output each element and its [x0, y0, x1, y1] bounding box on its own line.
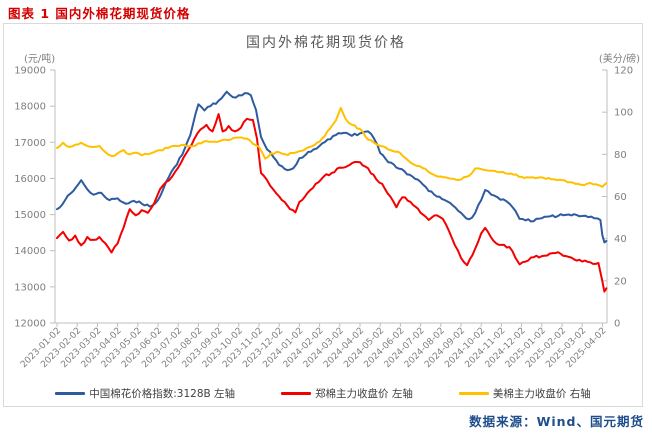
svg-text:15000: 15000	[14, 210, 46, 221]
svg-text:100: 100	[614, 108, 633, 119]
svg-text:16000: 16000	[14, 174, 46, 185]
right-axis-unit: (美分/磅)	[598, 54, 640, 65]
svg-text:20: 20	[614, 276, 627, 287]
legend-label-1: 郑棉主力收盘价 左轴	[315, 388, 413, 400]
svg-text:0: 0	[614, 319, 620, 330]
svg-text:13000: 13000	[14, 282, 46, 293]
left-axis-unit: (元/吨)	[24, 54, 56, 65]
svg-text:120: 120	[614, 66, 633, 77]
legend-label-2: 美棉主力收盘价 右轴	[492, 388, 591, 400]
chart-panel	[3, 23, 643, 407]
legend-item-2: 美棉主力收盘价 右轴	[458, 386, 591, 401]
chart-title: 国内外棉花期现货价格	[246, 35, 406, 51]
chart-legend: 中国棉花价格指数:3128B 左轴 郑棉主力收盘价 左轴 美棉主力收盘价 右轴	[3, 386, 643, 401]
legend-swatch-2	[458, 392, 489, 395]
svg-text:40: 40	[614, 234, 627, 245]
svg-text:19000: 19000	[14, 66, 46, 77]
svg-text:17000: 17000	[14, 138, 46, 149]
legend-swatch-0	[55, 392, 86, 395]
left-axis-ticks: 19000 18000 17000 16000 15000 14000 13000 12000	[14, 66, 55, 330]
right-axis-ticks: 120 100 80 60 40 20 0	[602, 66, 633, 330]
series-line-2	[56, 106, 608, 188]
svg-text:12000: 12000	[14, 319, 46, 330]
legend-item-0: 中国棉花价格指数:3128B 左轴	[55, 386, 235, 401]
data-source: 数据来源：Wind、国元期货	[469, 414, 644, 429]
series-line-1	[56, 113, 608, 293]
svg-text:14000: 14000	[14, 246, 46, 257]
axes	[54, 70, 608, 324]
svg-text:18000: 18000	[14, 102, 46, 113]
series-line-0	[56, 90, 608, 244]
figure-caption: 图表 1 国内外棉花期现货价格	[8, 6, 191, 21]
legend-item-1: 郑棉主力收盘价 左轴	[281, 386, 413, 401]
svg-text:60: 60	[614, 192, 627, 203]
legend-label-0: 中国棉花价格指数:3128B 左轴	[89, 388, 236, 400]
legend-swatch-1	[281, 392, 312, 395]
x-axis-ticks: 2023-01-022023-02-022023-03-022023-04-02…	[19, 323, 609, 370]
svg-text:80: 80	[614, 150, 627, 161]
